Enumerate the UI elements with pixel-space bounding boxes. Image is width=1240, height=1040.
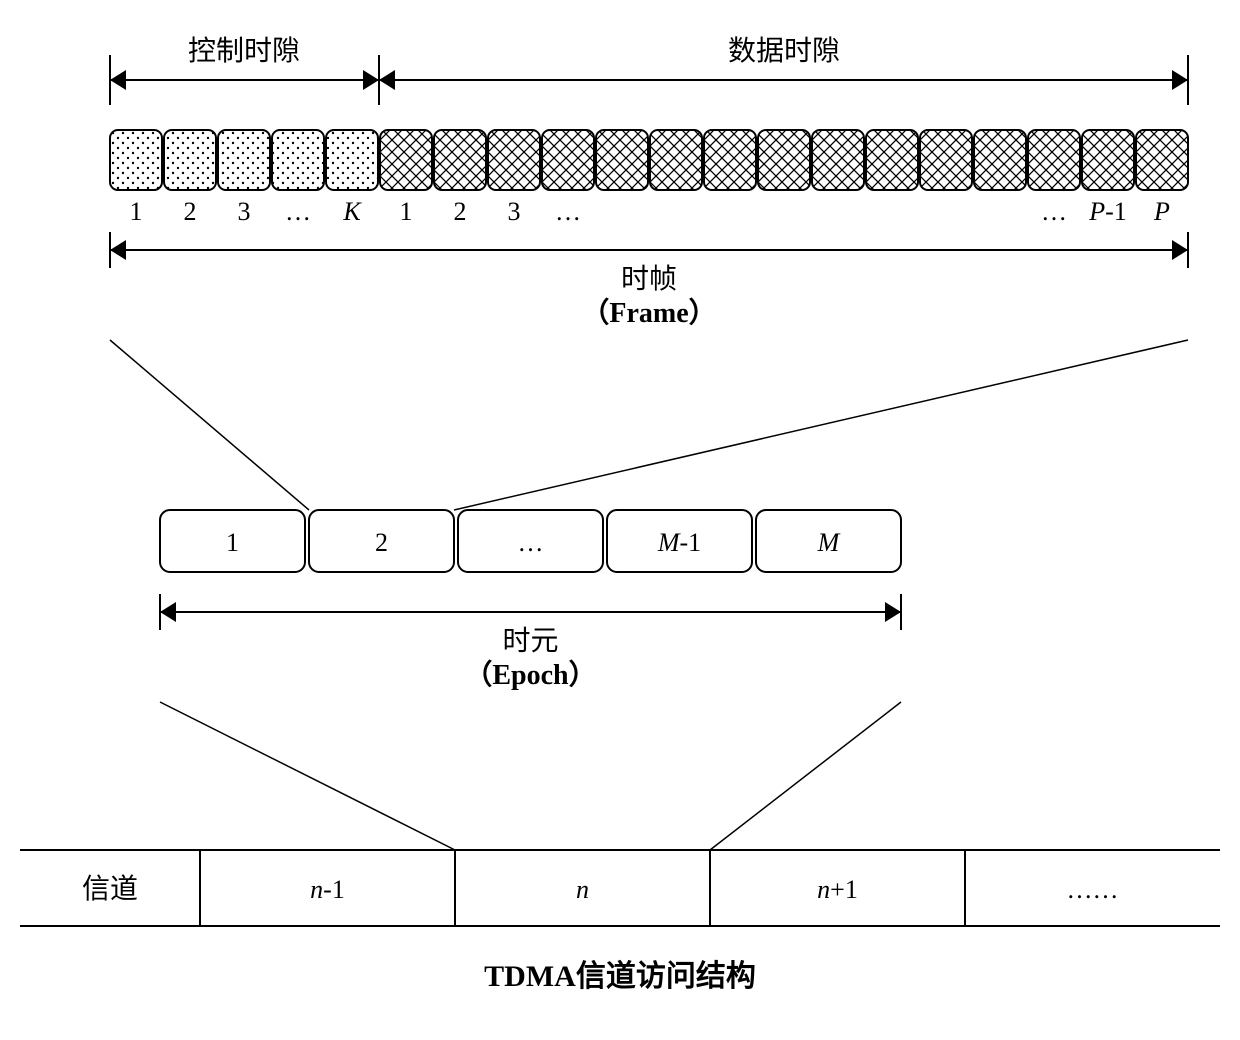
epoch-cell-label: … (518, 528, 544, 557)
data-slot (650, 130, 702, 190)
data-slot (920, 130, 972, 190)
epoch-row: 1 2 … M-1 M (160, 510, 901, 572)
control-slot-label: 控制时隙 (188, 35, 300, 67)
slot-number: 3 (508, 197, 521, 226)
epoch-cell-label: M-1 (657, 528, 701, 557)
frame-row (110, 130, 1188, 190)
epoch-cell-label: 1 (226, 528, 239, 557)
slot-number: … (555, 197, 581, 226)
data-slot (974, 130, 1026, 190)
epoch-cell-label: M (817, 528, 841, 557)
slot-number: P-1 (1088, 197, 1127, 226)
slot-number: K (342, 197, 362, 226)
data-slot (434, 130, 486, 190)
channel-cell-label: n (576, 875, 589, 904)
channel-row: 信道 n-1 n n+1 …… (20, 850, 1220, 926)
data-slot (1028, 130, 1080, 190)
control-slot (326, 130, 378, 190)
control-slot (164, 130, 216, 190)
frame-label-cn: 时帧 (621, 263, 677, 295)
data-slot (812, 130, 864, 190)
slot-number: P (1153, 197, 1170, 226)
data-slot (1136, 130, 1188, 190)
channel-label: 信道 (82, 873, 138, 905)
data-slot (596, 130, 648, 190)
tdma-diagram: 控制时隙数据时隙 123…K123……P-1P时帧（Frame） 12…M-1M… (20, 20, 1220, 1020)
slot-number: 1 (400, 197, 413, 226)
slot-number: … (285, 197, 311, 226)
epoch-label-cn: 时元 (502, 625, 558, 657)
channel-cell-label: …… (1067, 875, 1119, 904)
slot-number: 1 (130, 197, 143, 226)
diagram-title: TDMA信道访问结构 (484, 960, 756, 993)
data-slot (866, 130, 918, 190)
data-slot (488, 130, 540, 190)
control-slot (272, 130, 324, 190)
slot-number: 3 (238, 197, 251, 226)
data-slot (758, 130, 810, 190)
epoch-cell-label: 2 (375, 528, 388, 557)
channel-cell-label: n-1 (310, 875, 345, 904)
slot-number: 2 (454, 197, 467, 226)
channel-cell-label: n+1 (817, 875, 858, 904)
control-slot (218, 130, 270, 190)
data-slot (542, 130, 594, 190)
frame-label-en: （Frame） (581, 296, 716, 329)
slot-number: … (1041, 197, 1067, 226)
connector-lines (110, 340, 1188, 850)
data-slot (1082, 130, 1134, 190)
data-slot-label: 数据时隙 (728, 35, 840, 67)
slot-number: 2 (184, 197, 197, 226)
data-slot (380, 130, 432, 190)
frame-labels: 1 2 3 … K 1 2 3 … … P-1 P 时帧（Frame） (110, 197, 1188, 329)
title-text: TDMA信道访问结构 (484, 960, 756, 993)
data-slot (704, 130, 756, 190)
epoch-label-en: （Epoch） (464, 658, 596, 691)
header-labels: 控制时隙 数据时隙 (110, 35, 1188, 105)
control-slot (110, 130, 162, 190)
epoch-labels: 时元（Epoch） (160, 594, 901, 691)
